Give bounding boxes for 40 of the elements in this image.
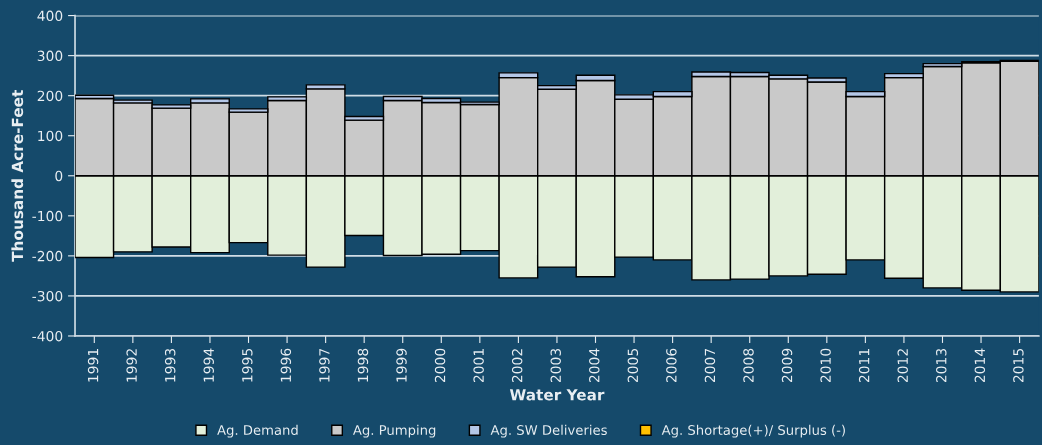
x-tick-label: 2013	[936, 348, 947, 383]
legend-label: Ag. Shortage(+)/ Surplus (-)	[661, 424, 845, 438]
x-tick-label: 2006	[666, 348, 677, 383]
legend-label: Ag. Demand	[217, 424, 298, 438]
x-tick-label: 2011	[858, 349, 870, 383]
y-tick-label: -300	[32, 290, 63, 302]
x-tick-label: 2002	[511, 349, 523, 383]
y-tick-label: 0	[55, 170, 63, 182]
x-tick-label: 1992	[126, 349, 137, 382]
x-tick-label: 2005	[627, 348, 639, 383]
legend-label: Ag. Pumping	[352, 424, 436, 438]
x-tick-label: 2010	[820, 348, 831, 383]
y-axis-title: Thousand Acre-Feet	[11, 90, 24, 262]
x-tick-label: 2000	[434, 348, 446, 383]
x-tick-label: 2014	[974, 348, 986, 383]
x-tick-label: 1991	[87, 349, 99, 382]
legend-label: Ag. SW Deliveries	[490, 424, 607, 438]
y-tick-label: -100	[32, 210, 63, 222]
y-tick-label: -200	[32, 250, 63, 262]
x-tick-label: 1999	[396, 348, 407, 382]
x-tick-label: 2015	[1013, 348, 1024, 383]
x-tick-label: 1993	[164, 348, 176, 382]
x-tick-label: 2004	[589, 348, 600, 383]
y-tick-label: 300	[37, 50, 63, 62]
x-tick-label: 2008	[743, 348, 754, 383]
x-tick-label: 1997	[319, 348, 330, 382]
x-tick-label: 2007	[704, 348, 716, 383]
y-tick-label: -400	[32, 330, 63, 342]
x-tick-label: 1995	[242, 348, 253, 382]
x-axis-title: Water Year	[509, 389, 605, 401]
y-tick-label: 100	[38, 130, 63, 142]
x-tick-label: 2001	[473, 349, 484, 383]
y-tick-label: 400	[37, 10, 63, 22]
x-tick-label: 2003	[550, 348, 561, 383]
x-tick-label: 1998	[357, 348, 369, 382]
x-tick-label: 1996	[280, 348, 292, 382]
x-tick-label: 2009	[781, 348, 793, 383]
x-tick-label: 1994	[203, 348, 214, 382]
y-tick-label: 200	[37, 90, 63, 102]
x-tick-label: 2012	[897, 349, 908, 383]
